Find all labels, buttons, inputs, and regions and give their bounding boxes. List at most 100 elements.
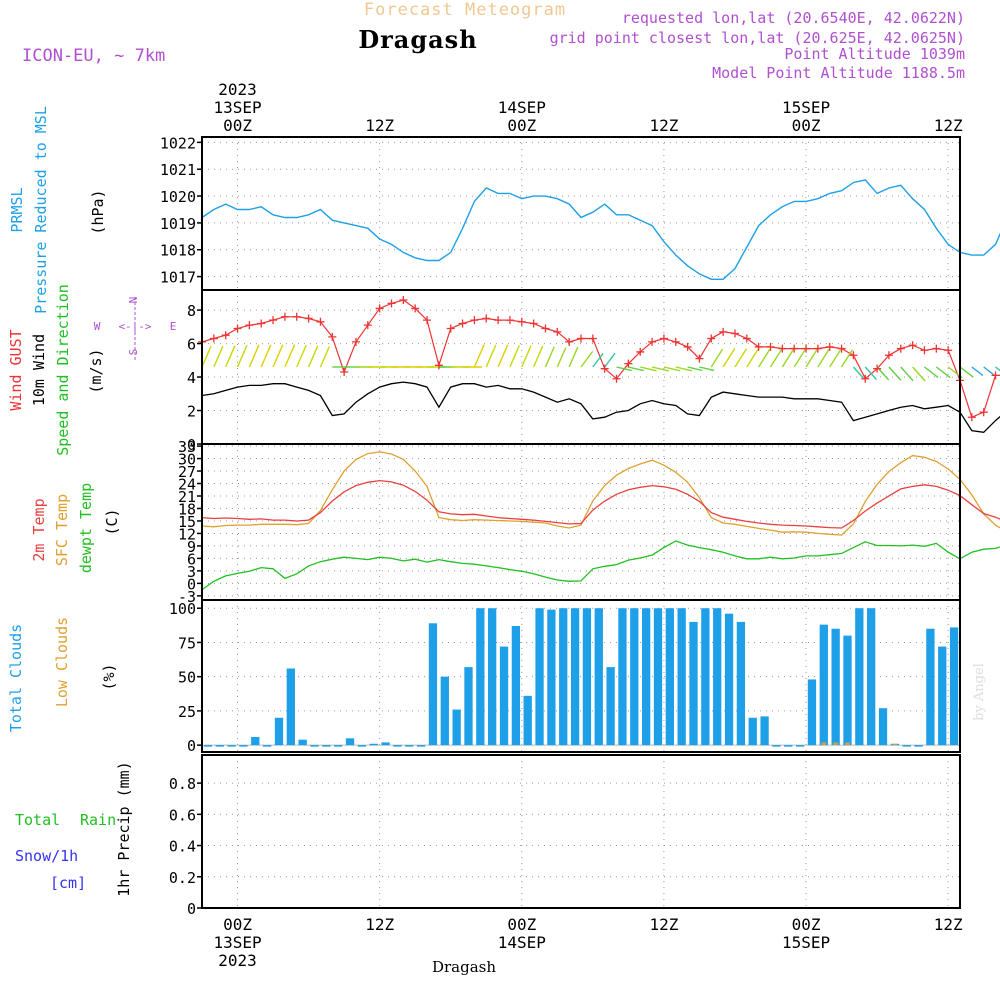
model-altitude: Model Point Altitude 1188.5m — [712, 64, 965, 82]
total-cloud-bar — [938, 646, 947, 746]
x-label-top: 12Z — [365, 116, 394, 135]
gust-point — [932, 344, 941, 353]
gust-point — [825, 342, 834, 351]
ytick-label-precip: 0.2 — [169, 869, 196, 887]
wind-arrow — [319, 346, 330, 368]
total-cloud-bar — [795, 745, 805, 747]
gust-point — [470, 316, 479, 325]
wind-arrow — [307, 345, 319, 368]
total-cloud-bar — [262, 745, 272, 747]
ytick-label-wind: 2 — [187, 403, 196, 421]
total-cloud-bar — [748, 717, 757, 746]
low-cloud-bar — [845, 742, 850, 746]
total-cloud-bar — [428, 623, 438, 746]
gust-point — [719, 327, 728, 336]
ytick-label-temp: -3 — [178, 588, 196, 606]
chart-title: Forecast Meteogram — [364, 0, 566, 20]
ytick-label-clouds: 50 — [178, 669, 196, 687]
sfc-temp-line — [201, 451, 1000, 536]
x-label-top: 2023 — [218, 80, 257, 99]
x-label-bottom: 14SEP — [498, 933, 546, 952]
x-label-top: 00Z — [507, 116, 536, 135]
wind-arrow — [651, 366, 670, 372]
total-cloud-bar — [677, 608, 686, 746]
model-label: ICON-EU, ~ 7km — [22, 46, 165, 66]
wind-arrow — [924, 366, 939, 379]
gust-point — [565, 337, 574, 346]
gust-point — [754, 342, 763, 351]
wind-arrow — [201, 346, 212, 368]
wind-arrow — [829, 349, 842, 368]
wind-arrow — [840, 349, 853, 368]
total-cloud-bar — [949, 627, 959, 746]
x-label-bottom: 00Z — [223, 915, 252, 934]
total-cloud-bar — [464, 667, 473, 746]
total-cloud-bar — [227, 745, 236, 747]
gust-point — [730, 329, 739, 338]
x-label-top: 14SEP — [498, 98, 546, 117]
wind-arrow — [971, 366, 984, 377]
total-cloud-bar — [772, 745, 781, 747]
dewpoint-label: dewpt Temp — [77, 483, 95, 573]
ytick-label-temp: 24 — [178, 476, 196, 494]
precip-unit: 1hr Precip (mm) — [115, 761, 133, 896]
total-cloud-bar — [618, 608, 627, 746]
total-cloud-bar — [760, 716, 769, 746]
total-cloud-bar — [867, 608, 876, 746]
total-cloud-bar — [357, 745, 367, 747]
ytick-label-wind: 8 — [187, 302, 196, 320]
gust-point — [979, 408, 988, 417]
wind-arrow — [888, 366, 902, 381]
wind-arrow — [675, 366, 692, 372]
wind-arrow — [864, 366, 877, 381]
gust-point — [577, 334, 585, 343]
total-cloud-bar — [381, 742, 390, 746]
ytick-label-clouds: 25 — [178, 703, 196, 721]
ytick-label-temp: 9 — [187, 538, 196, 556]
compass-arrow: <-|-> — [118, 320, 151, 333]
wind-arrow — [793, 348, 806, 368]
total-cloud-bar — [641, 608, 651, 746]
gust-point — [671, 337, 680, 346]
wind-arrow — [912, 366, 926, 382]
frame-pressure — [201, 136, 961, 291]
wind-arrow — [213, 345, 224, 368]
ytick-label-temp: 21 — [178, 488, 196, 506]
wind-arrow — [236, 344, 248, 368]
gust-point — [351, 337, 360, 346]
total-cloud-bar — [807, 679, 817, 746]
ytick-label-pressure: 1018 — [160, 242, 196, 260]
wind-arrow — [296, 344, 307, 368]
x-label-top: 12Z — [934, 116, 963, 135]
gust-point — [399, 296, 408, 305]
gust-point — [446, 324, 455, 333]
gust-point — [896, 344, 905, 353]
low-clouds-label: Low Clouds — [53, 617, 71, 707]
wind-arrow — [556, 347, 567, 368]
total-cloud-bar — [393, 745, 402, 747]
gust-point — [600, 364, 609, 373]
ytick-label-temp: 12 — [178, 525, 196, 543]
total-cloud-bar — [689, 621, 698, 746]
total-cloud-bar — [878, 708, 888, 746]
ytick-label-temp: 27 — [178, 463, 196, 481]
total-cloud-bar — [713, 608, 722, 746]
total-cloud-bar — [701, 608, 710, 746]
ytick-label-pressure: 1020 — [160, 188, 196, 206]
wind-arrow — [616, 366, 632, 372]
gust-point — [494, 316, 503, 325]
gust-point — [991, 371, 1000, 380]
gust-point — [316, 317, 325, 326]
total-cloud-bar — [582, 608, 592, 746]
gust-point — [257, 319, 266, 328]
wind-arrow — [580, 350, 594, 368]
gust-point — [612, 374, 621, 383]
total-cloud-bar — [215, 745, 224, 747]
gust-point — [742, 334, 751, 343]
frame-temp — [201, 443, 961, 601]
gust-line — [201, 299, 1000, 419]
footer-location: Dragash — [432, 958, 496, 976]
bars-layer — [203, 608, 959, 747]
total-cloud-bar — [476, 608, 485, 746]
